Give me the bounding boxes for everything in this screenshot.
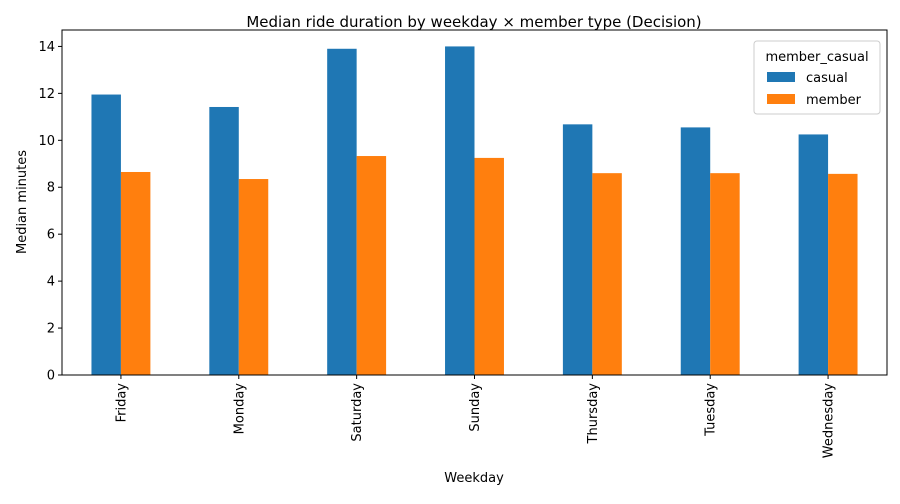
x-tick-label-friday: Friday bbox=[114, 383, 129, 423]
bar-member-sunday bbox=[474, 157, 504, 375]
bar-casual-wednesday bbox=[798, 134, 829, 375]
x-tick-label-thursday: Thursday bbox=[586, 383, 601, 445]
x-tick-label-monday: Monday bbox=[232, 383, 247, 435]
bar-member-saturday bbox=[356, 156, 387, 375]
legend-swatch-member bbox=[767, 94, 795, 104]
bar-casual-monday bbox=[209, 106, 239, 376]
y-tick-label: 2 bbox=[47, 322, 55, 337]
bar-member-thursday bbox=[592, 173, 622, 375]
x-tick-label-saturday: Saturday bbox=[350, 383, 365, 442]
bar-casual-thursday bbox=[562, 124, 593, 375]
legend: member_casual casual member bbox=[753, 40, 881, 115]
x-tick-label-wednesday: Wednesday bbox=[822, 383, 837, 459]
y-tick-label: 8 bbox=[47, 181, 55, 196]
legend-label-casual: casual bbox=[806, 71, 848, 86]
x-axis-title: Weekday bbox=[444, 471, 504, 486]
legend-swatch-casual bbox=[767, 72, 795, 82]
legend-title: member_casual bbox=[765, 50, 868, 65]
bar-member-monday bbox=[238, 179, 269, 375]
bars bbox=[91, 46, 858, 376]
legend-label-member: member bbox=[806, 93, 862, 108]
y-tick-label: 4 bbox=[47, 275, 55, 290]
x-axis-ticks: Friday Monday Saturday Sunday Thursday Tuesda… bbox=[114, 375, 837, 459]
bar-casual-saturday bbox=[327, 48, 357, 375]
y-tick-label: 12 bbox=[38, 87, 55, 102]
y-axis-title: Median minutes bbox=[15, 150, 30, 254]
y-tick-label: 14 bbox=[38, 40, 55, 55]
y-tick-label: 10 bbox=[38, 134, 55, 149]
bar-member-friday bbox=[120, 171, 151, 375]
bar-casual-friday bbox=[91, 94, 121, 375]
y-tick-label: 0 bbox=[47, 369, 55, 384]
bar-member-wednesday bbox=[828, 173, 858, 375]
y-tick-label: 6 bbox=[47, 228, 55, 243]
chart-title: Median ride duration by weekday × member… bbox=[246, 13, 701, 31]
x-tick-label-tuesday: Tuesday bbox=[704, 383, 719, 437]
y-axis-ticks: 0 2 4 6 8 10 12 14 bbox=[38, 40, 62, 384]
bar-member-tuesday bbox=[710, 173, 740, 375]
bar-casual-tuesday bbox=[680, 127, 711, 376]
bar-casual-sunday bbox=[445, 46, 475, 376]
plot-frame bbox=[61, 29, 888, 376]
x-tick-label-sunday: Sunday bbox=[468, 383, 483, 432]
